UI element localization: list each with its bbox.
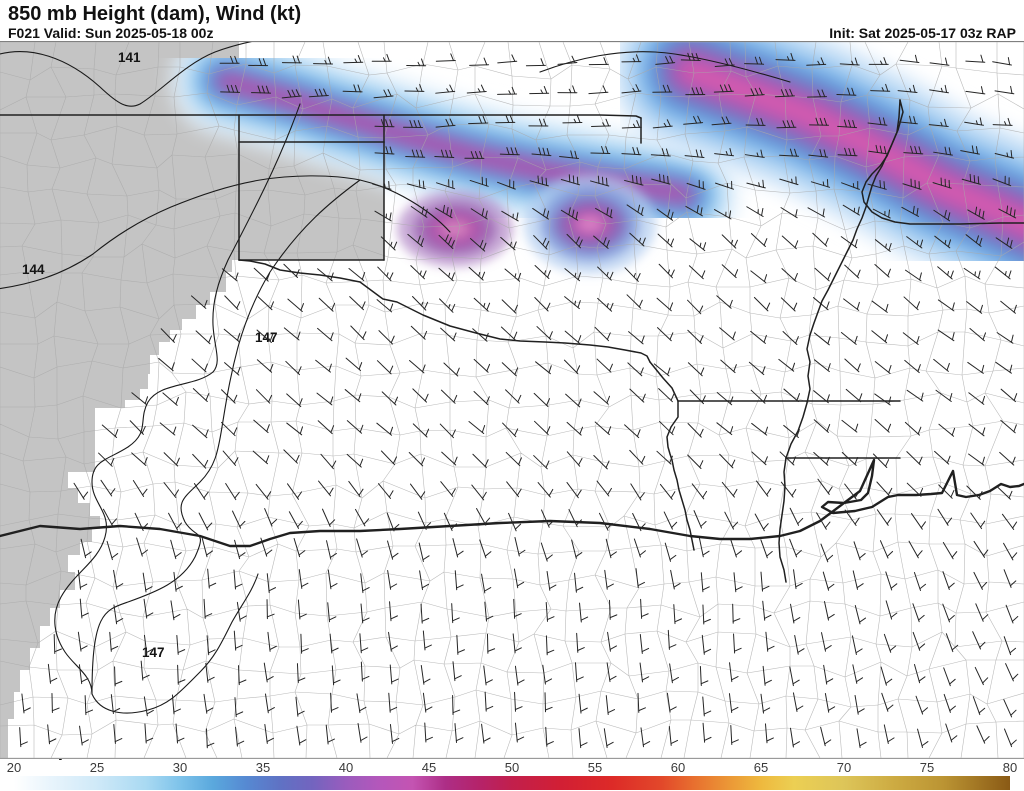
svg-text:141: 141 (118, 50, 141, 65)
svg-text:144: 144 (22, 262, 45, 277)
svg-text:147: 147 (142, 645, 165, 660)
